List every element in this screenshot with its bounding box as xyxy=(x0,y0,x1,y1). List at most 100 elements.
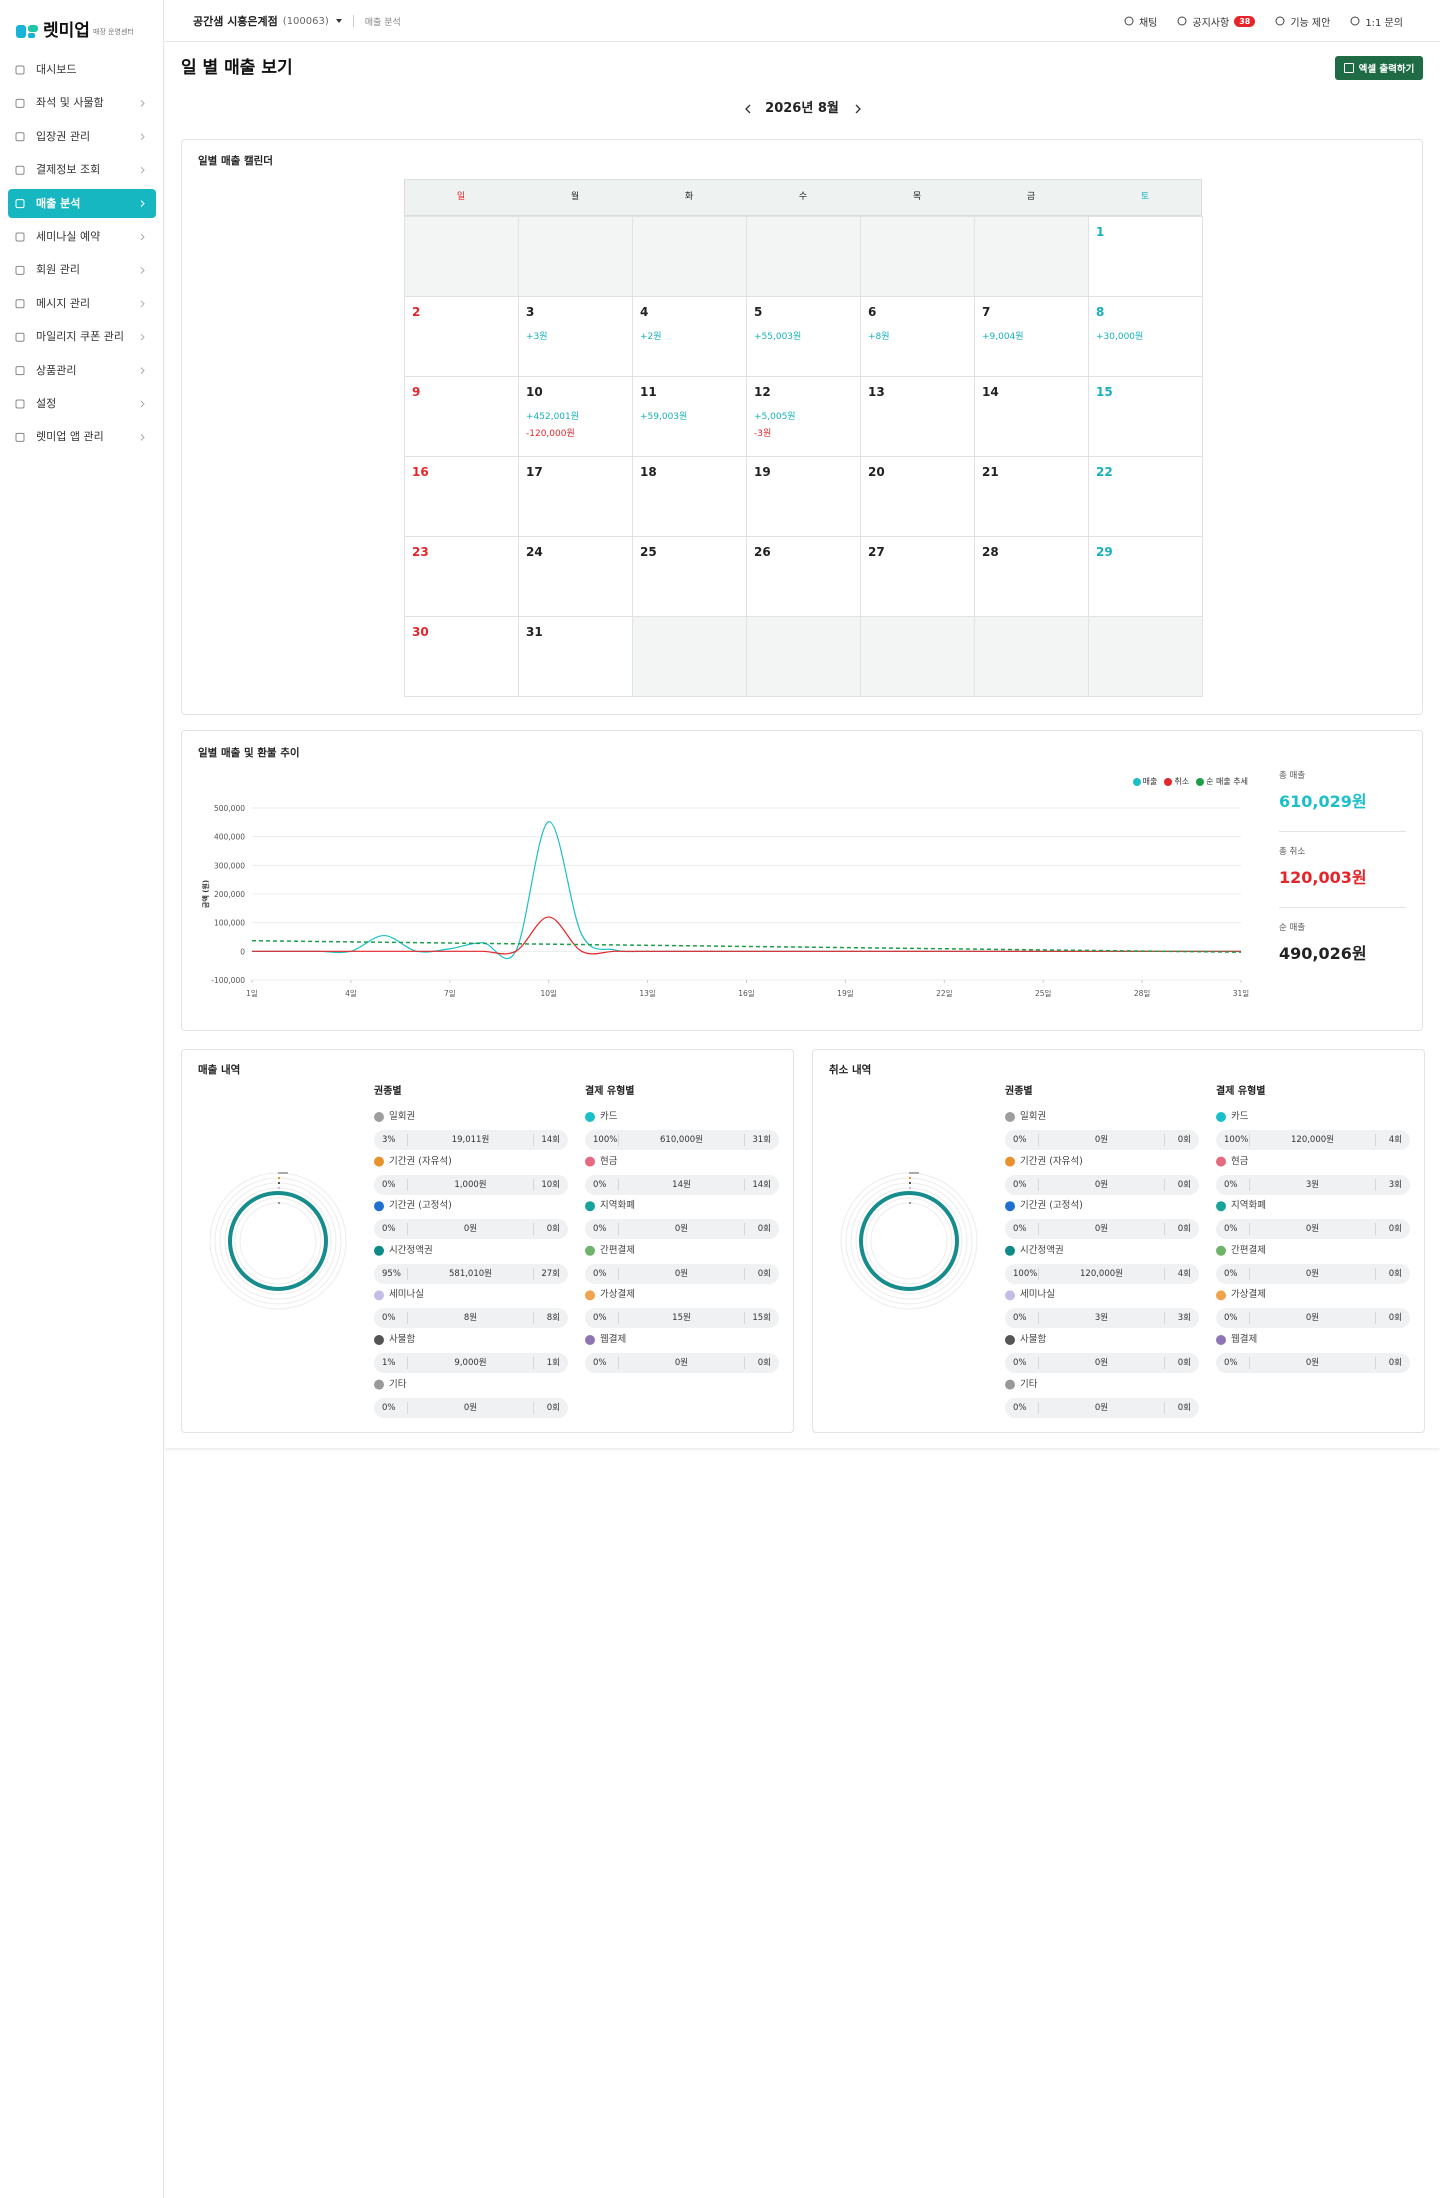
item-pill: 0% 0원 0회 xyxy=(1005,1397,1199,1418)
pill-divider xyxy=(407,1357,408,1369)
item-pill: 0% 3원 3회 xyxy=(1216,1174,1410,1195)
summary-label: 순 매출 xyxy=(1279,923,1306,933)
menu-item[interactable]: 설정 xyxy=(36,397,57,410)
chart-card xyxy=(181,730,1423,1031)
action-label: 1:1 문의 xyxy=(1365,17,1403,29)
item-pill: 100% 120,000원 4회 xyxy=(1005,1263,1199,1284)
pill-divider xyxy=(618,1134,619,1146)
calendar-cell xyxy=(404,376,519,457)
pill-divider xyxy=(618,1357,619,1369)
day-sales: +452,001원 xyxy=(526,412,580,422)
weekday-label: 월 xyxy=(570,192,580,202)
pill-divider xyxy=(1249,1223,1250,1236)
breadcrumb: 매출 분석 xyxy=(364,17,401,28)
day-number: 22 xyxy=(1096,465,1113,479)
menu-item[interactable]: 마일리지 쿠폰 관리 xyxy=(36,330,124,344)
day-sales: +9,004원 xyxy=(982,332,1024,342)
action-icon-shape xyxy=(1275,16,1285,26)
store-id: (100063) xyxy=(282,15,329,27)
legend-label: 매출 xyxy=(1142,777,1158,786)
menu-item[interactable]: 대시보드 xyxy=(36,63,77,76)
pill-divider xyxy=(618,1223,619,1236)
top-action[interactable]: 기능 제안 xyxy=(1275,14,1330,29)
item-amount: 0원 xyxy=(1305,1313,1320,1324)
item-name: 기간권 (고정석) xyxy=(389,1200,452,1212)
page-title: 일 별 매출 보기 xyxy=(181,58,293,78)
legend-label: 순 매출 추세 xyxy=(1206,777,1248,786)
day-sales: +5,005원 xyxy=(754,412,796,422)
calendar-header xyxy=(404,179,1202,216)
pill-divider xyxy=(1038,1267,1039,1280)
summary-value: 610,029원 xyxy=(1279,792,1367,811)
menu-item[interactable]: 회원 관리 xyxy=(36,263,80,277)
pill-divider xyxy=(744,1178,745,1191)
pill-divider xyxy=(1038,1134,1039,1146)
action-icon xyxy=(1350,16,1360,26)
top-action[interactable]: 채팅 xyxy=(1124,14,1157,29)
item-name: 가상결제 xyxy=(600,1289,635,1301)
action-icon xyxy=(1275,16,1285,26)
item-percent: 100% xyxy=(1013,1268,1038,1279)
topbar xyxy=(164,0,1440,42)
item-pill: 3% 19,011원 14회 xyxy=(374,1130,568,1150)
item-percent: 0% xyxy=(593,1358,607,1368)
top-action[interactable]: 공지사항 38 xyxy=(1177,14,1256,29)
item-amount: 0원 xyxy=(1094,1224,1109,1235)
menu-item[interactable]: 입장권 관리 xyxy=(36,129,91,143)
menu-item[interactable]: 세미나실 예약 xyxy=(36,230,101,243)
caret xyxy=(335,19,342,23)
top-action[interactable]: 1:1 문의 xyxy=(1350,14,1403,29)
calendar-cell xyxy=(518,216,633,297)
item-count: 4회 xyxy=(1177,1268,1191,1279)
item-count: 31회 xyxy=(752,1135,771,1145)
item-amount: 3원 xyxy=(1094,1313,1109,1324)
item-amount: 0원 xyxy=(1094,1135,1109,1145)
menu-item[interactable]: 렛미업 앱 관리 xyxy=(36,430,104,444)
item-count: 0회 xyxy=(546,1402,560,1413)
item-pill: 100% 120,000원 4회 xyxy=(1216,1130,1410,1150)
group-title: 권종별 xyxy=(374,1086,402,1097)
item-pill: 100% 610,000원 31회 xyxy=(585,1130,779,1150)
menu-item[interactable]: 매출 분석 xyxy=(36,196,81,210)
calendar-cell xyxy=(518,376,633,457)
item-amount: 0원 xyxy=(674,1358,689,1368)
item-name: 일회권 xyxy=(1020,1111,1047,1122)
item-pill: 0% 0원 0회 xyxy=(585,1353,779,1373)
day-number: 16 xyxy=(412,465,429,479)
store-selector[interactable]: 공간샘 시흥은계점 (100063) 매출 분석 xyxy=(193,12,401,30)
calendar-cell xyxy=(974,616,1089,697)
item-count: 15회 xyxy=(752,1313,771,1324)
pill-divider xyxy=(1038,1312,1039,1325)
day-sales: +3원 xyxy=(526,332,548,342)
menu-item[interactable]: 상품관리 xyxy=(36,363,77,377)
item-pill: 0% 0원 0회 xyxy=(1216,1263,1410,1284)
excel-button[interactable]: 엑셀 출력하기 xyxy=(1335,56,1423,80)
logo-subtitle: 매장 운영센터 xyxy=(93,28,134,36)
calendar-cell xyxy=(404,616,519,697)
pill-divider xyxy=(744,1267,745,1280)
menu-item[interactable]: 결제정보 조회 xyxy=(36,163,101,177)
calendar-cell xyxy=(746,216,861,297)
weekday-label: 화 xyxy=(684,192,694,202)
calendar-cell xyxy=(860,376,975,457)
item-amount: 0원 xyxy=(463,1224,478,1235)
day-number: 15 xyxy=(1096,385,1113,399)
item-percent: 0% xyxy=(1013,1135,1027,1145)
item-count: 10회 xyxy=(541,1179,560,1190)
day-number: 2 xyxy=(412,305,421,319)
menu-item[interactable]: 메시지 관리 xyxy=(36,296,91,310)
calendar-cell xyxy=(860,536,975,617)
item-amount: 0원 xyxy=(1094,1179,1109,1190)
item-amount: 1,000원 xyxy=(454,1179,487,1190)
item-amount: 0원 xyxy=(1094,1358,1109,1368)
item-count: 3회 xyxy=(1388,1179,1402,1190)
day-sales: +2원 xyxy=(640,332,662,342)
item-pill: 0% 1,000원 10회 xyxy=(374,1174,568,1195)
legend-item: 순 매출 추세 xyxy=(1196,776,1248,787)
menu-item[interactable]: 좌석 및 사물함 xyxy=(36,96,104,110)
item-count: 0회 xyxy=(1177,1224,1191,1235)
item-pill: 0% 8원 8회 xyxy=(374,1308,568,1329)
item-name: 사물함 xyxy=(389,1334,416,1345)
legend: 매출 취소 순 매출 추세 xyxy=(1132,776,1248,787)
calendar-cell xyxy=(1088,536,1203,617)
